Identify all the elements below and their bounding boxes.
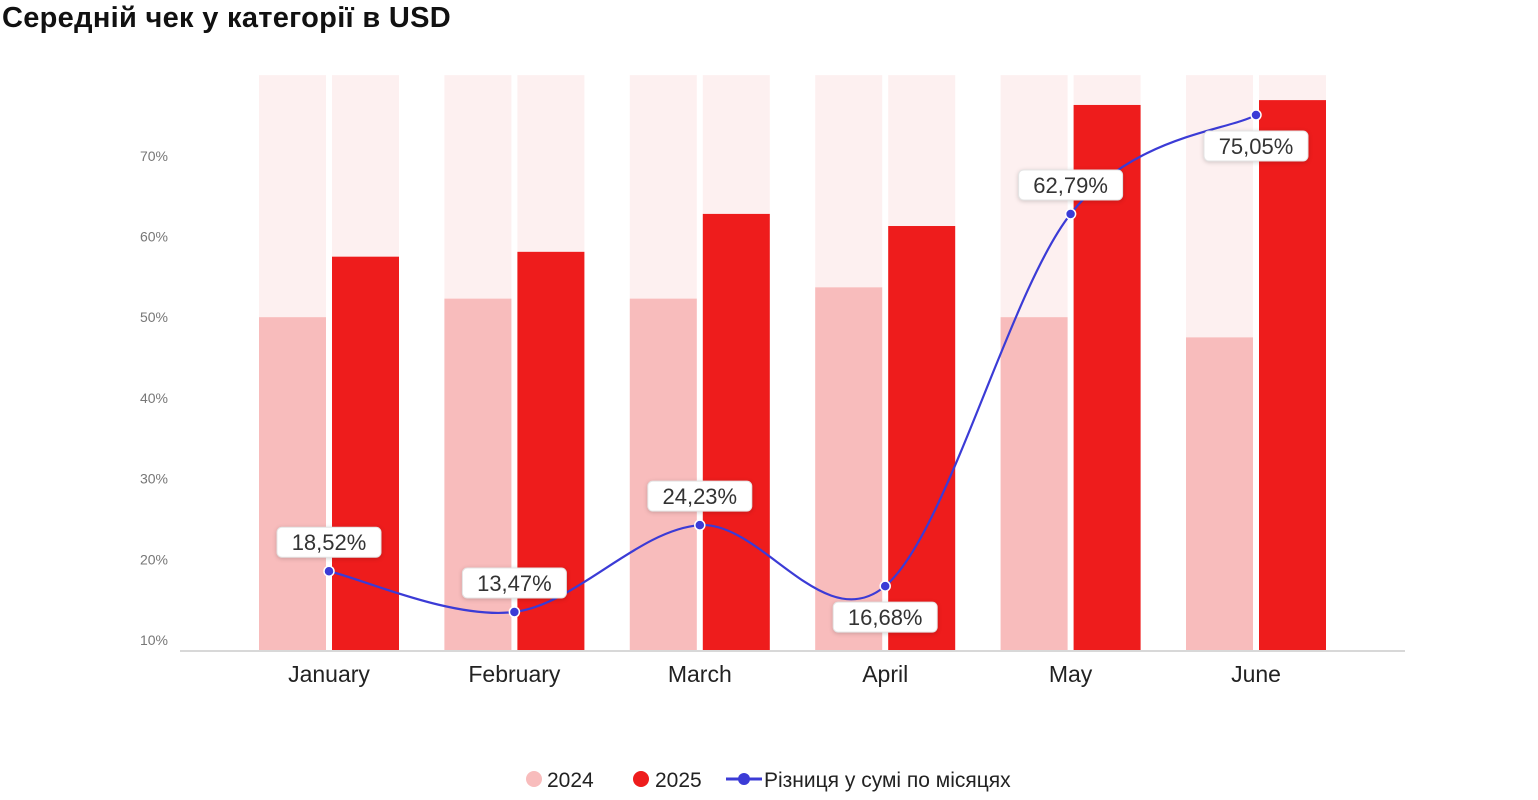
bar-2024 — [1000, 317, 1068, 651]
data-label-box — [832, 601, 938, 633]
data-label-box — [1203, 130, 1309, 162]
y-tick-label: 50% — [140, 309, 168, 325]
data-label: 24,23% — [647, 480, 753, 512]
data-label-box — [461, 567, 567, 599]
line-point — [694, 519, 706, 531]
line-point — [323, 565, 335, 577]
y-tick-label: 20% — [140, 551, 168, 567]
bar-2025 — [888, 226, 956, 651]
y-tick-label: 40% — [140, 390, 168, 406]
x-tick-label: June — [1231, 661, 1281, 687]
x-tick-label: April — [862, 661, 908, 687]
y-tick-label: 10% — [140, 632, 168, 648]
data-label-box — [1018, 169, 1124, 201]
bar-2024 — [259, 317, 326, 651]
data-label-text: 13,47% — [477, 571, 552, 596]
y-tick-label: 70% — [140, 148, 168, 164]
y-tick-label: 60% — [140, 229, 168, 245]
legend-2024-label: 2024 — [547, 769, 594, 792]
chart-title: Середній чек у категорії в USD — [2, 2, 451, 34]
y-tick-label: 30% — [140, 471, 168, 487]
line-point — [508, 606, 521, 618]
data-label-text: 24,23% — [662, 484, 737, 509]
line-point — [1064, 208, 1077, 220]
line-point — [879, 580, 891, 592]
data-label-box — [647, 480, 753, 512]
legend-2025-label: 2025 — [655, 769, 702, 792]
x-tick-label: May — [1049, 661, 1093, 687]
data-label-text: 18,52% — [292, 530, 367, 555]
bar-2024 — [1186, 337, 1253, 651]
data-label: 16,68% — [832, 601, 938, 633]
data-label-text: 16,68% — [848, 605, 923, 630]
line-point — [1250, 109, 1262, 121]
bar-2025 — [702, 213, 770, 652]
bar-2024 — [629, 298, 697, 651]
data-label-text: 62,79% — [1033, 173, 1108, 198]
legend-line-dot-icon — [738, 773, 750, 785]
data-label: 75,05% — [1203, 130, 1309, 162]
data-label: 13,47% — [461, 567, 567, 599]
x-tick-label: February — [468, 661, 561, 687]
data-label-box — [276, 526, 382, 558]
x-tick-label: January — [288, 661, 370, 687]
x-tick-label: March — [668, 661, 732, 687]
legend-2024-icon — [526, 771, 542, 787]
bar-2025 — [1259, 100, 1326, 651]
data-label-text: 75,05% — [1219, 134, 1294, 159]
data-label: 18,52% — [276, 526, 382, 558]
legend-2025-icon — [633, 771, 649, 787]
bar-2025 — [332, 256, 399, 651]
data-label: 62,79% — [1018, 169, 1124, 201]
bar-2024 — [815, 287, 883, 651]
legend-line-label: Різниця у сумі по місяцях — [764, 769, 1011, 792]
